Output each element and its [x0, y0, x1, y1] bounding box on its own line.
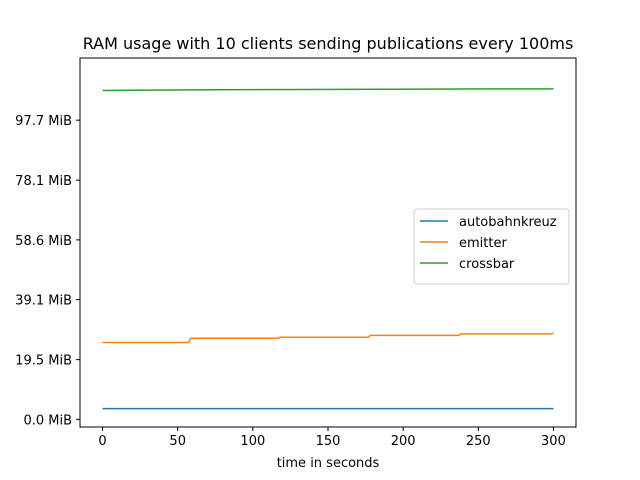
legend-label-emitter: emitter [459, 236, 507, 251]
legend-label-crossbar: crossbar [459, 257, 515, 272]
y-tick-label: 0.0 MiB [23, 413, 72, 428]
chart-title: RAM usage with 10 clients sending public… [83, 34, 574, 53]
x-axis: 0 50 100 150 200 250 300 [98, 427, 566, 449]
x-tick-label: 50 [169, 434, 186, 449]
series-line-crossbar [102, 88, 554, 92]
x-tick-label: 100 [240, 434, 265, 449]
x-tick-label: 150 [316, 434, 341, 449]
legend-label-autobahnkreuz: autobahnkreuz [459, 215, 557, 230]
legend-box [413, 208, 570, 285]
plot-marks [102, 88, 554, 410]
y-tick-label: 78.1 MiB [15, 174, 72, 189]
y-tick-label: 58.6 MiB [15, 234, 72, 249]
y-axis: 0.0 MiB 19.5 MiB 39.1 MiB 58.6 MiB 78.1 MiB 9… [15, 114, 80, 428]
y-tick-label: 97.7 MiB [15, 114, 72, 129]
x-axis-label: time in seconds [277, 456, 380, 471]
x-tick-label: 250 [466, 434, 491, 449]
x-tick-label: 200 [391, 434, 416, 449]
y-tick-label: 39.1 MiB [15, 294, 72, 309]
y-tick-label: 19.5 MiB [15, 354, 72, 369]
x-tick-label: 0 [98, 434, 106, 449]
x-tick-label: 300 [541, 434, 566, 449]
legend: autobahnkreuz emitter crossbar [413, 208, 570, 285]
series-line-emitter [102, 332, 554, 344]
